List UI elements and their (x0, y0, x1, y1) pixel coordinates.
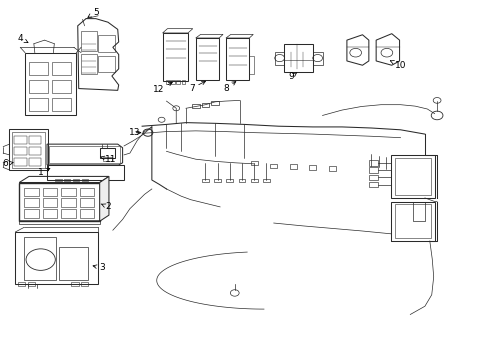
Bar (55, 179, 61, 181)
Bar (19, 220, 100, 224)
Bar (284, 44, 312, 72)
Bar (162, 33, 187, 81)
Bar (250, 161, 257, 165)
Bar (394, 204, 430, 238)
Bar (29, 80, 47, 93)
Bar (59, 247, 88, 280)
Bar (263, 179, 269, 182)
Bar (368, 182, 377, 187)
Bar (29, 62, 47, 75)
Bar (270, 163, 277, 168)
Bar (289, 164, 296, 168)
Bar (14, 158, 26, 166)
Bar (29, 98, 47, 111)
Bar (100, 148, 115, 158)
Bar (103, 157, 112, 161)
Bar (312, 51, 322, 65)
Bar (64, 179, 70, 181)
Bar (81, 54, 97, 74)
Bar (394, 158, 430, 195)
Bar (81, 179, 88, 181)
Bar (98, 56, 115, 72)
Bar (390, 202, 434, 241)
Text: 3: 3 (93, 264, 105, 273)
Text: 13: 13 (129, 128, 141, 137)
Bar (24, 198, 39, 207)
Bar (49, 146, 120, 163)
Bar (81, 31, 97, 51)
Bar (73, 179, 79, 181)
Bar (24, 237, 56, 280)
Bar (368, 175, 377, 180)
Bar (211, 101, 219, 105)
Text: 5: 5 (88, 8, 99, 17)
Text: 6: 6 (3, 159, 13, 168)
Text: 1: 1 (38, 168, 50, 177)
Bar (61, 188, 76, 196)
Text: 9: 9 (288, 72, 296, 81)
Bar (29, 147, 41, 155)
Bar (249, 56, 254, 74)
Bar (166, 80, 169, 84)
Bar (42, 198, 57, 207)
Bar (191, 104, 199, 108)
Bar (368, 167, 377, 173)
Bar (80, 198, 94, 207)
Bar (52, 98, 71, 111)
Bar (390, 155, 434, 198)
Text: 12: 12 (152, 82, 172, 94)
Bar (47, 165, 124, 180)
Bar (176, 80, 179, 84)
Bar (250, 179, 257, 182)
Text: 8: 8 (223, 82, 235, 93)
Bar (14, 147, 26, 155)
Bar (182, 80, 185, 84)
Bar (80, 209, 94, 218)
Bar (27, 282, 35, 286)
Bar (12, 132, 45, 168)
Bar (171, 80, 174, 84)
Bar (29, 136, 41, 144)
Bar (226, 179, 233, 182)
Text: 4: 4 (18, 34, 28, 43)
Bar (98, 36, 115, 51)
Bar (71, 282, 79, 286)
Bar (19, 183, 100, 221)
Bar (225, 38, 249, 80)
Polygon shape (100, 176, 109, 221)
Bar (80, 188, 94, 196)
Bar (42, 209, 57, 218)
Bar (81, 282, 88, 286)
Bar (328, 166, 335, 171)
Bar (29, 158, 41, 166)
Bar (238, 179, 245, 182)
Bar (52, 80, 71, 93)
Bar (24, 209, 39, 218)
Bar (195, 38, 219, 80)
Text: 11: 11 (101, 155, 116, 164)
Bar (61, 198, 76, 207)
Bar (14, 136, 26, 144)
Bar (52, 62, 71, 75)
Bar (15, 232, 98, 284)
Bar (202, 179, 208, 182)
Bar (201, 103, 209, 107)
Bar (18, 282, 25, 286)
Bar (24, 188, 39, 196)
Bar (42, 188, 57, 196)
Text: 7: 7 (188, 81, 205, 93)
Bar (368, 160, 377, 166)
Bar (9, 129, 47, 170)
Bar (214, 179, 221, 182)
Bar (61, 209, 76, 218)
Bar (25, 53, 76, 116)
Text: 2: 2 (101, 202, 111, 211)
Bar (309, 165, 316, 170)
Text: 10: 10 (389, 60, 406, 70)
